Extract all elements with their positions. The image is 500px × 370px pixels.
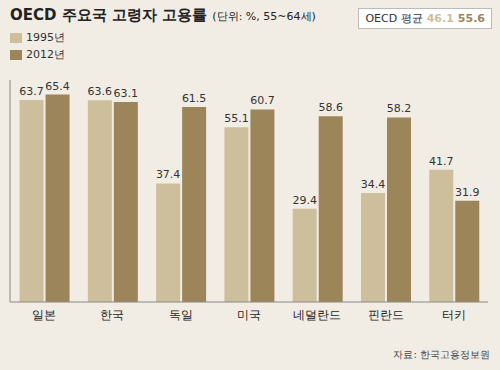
svg-text:37.4: 37.4 <box>156 168 181 181</box>
svg-text:58.6: 58.6 <box>318 101 343 114</box>
svg-text:58.2: 58.2 <box>387 102 412 115</box>
svg-text:독일: 독일 <box>169 308 193 322</box>
svg-text:63.1: 63.1 <box>114 87 139 100</box>
html-text:OECD 평균 46.1 55.6: OECD 평균 46.1 55.6 <box>365 12 485 25</box>
svg-text:미국: 미국 <box>237 308 261 322</box>
svg-text:63.6: 63.6 <box>88 85 113 98</box>
svg-text:63.7: 63.7 <box>19 85 44 98</box>
html-text:OECD 주요국 고령자 고용률 (단위: %, 55~64: OECD 주요국 고령자 고용률 (단위: %, 55~64세) <box>10 6 316 24</box>
svg-text:일본: 일본 <box>32 308 56 322</box>
html-text:1995년: 1995년 <box>26 31 65 44</box>
svg-text:29.4: 29.4 <box>292 194 317 207</box>
svg-text:터키: 터키 <box>442 308 466 322</box>
svg-text:60.7: 60.7 <box>250 94 275 107</box>
svg-text:네덜란드: 네덜란드 <box>293 308 341 322</box>
svg-text:34.4: 34.4 <box>361 178 386 191</box>
svg-text:41.7: 41.7 <box>429 155 454 168</box>
svg-text:65.4: 65.4 <box>45 80 70 93</box>
html-text:2012년: 2012년 <box>26 48 65 61</box>
svg-text:핀란드: 핀란드 <box>368 308 404 322</box>
svg-text:31.9: 31.9 <box>455 186 480 199</box>
svg-text:61.5: 61.5 <box>182 92 207 105</box>
html-text:자료: 한국고용정보원: 자료: 한국고용정보원 <box>393 349 490 360</box>
svg-text:55.1: 55.1 <box>224 112 249 125</box>
svg-text:한국: 한국 <box>100 308 124 322</box>
